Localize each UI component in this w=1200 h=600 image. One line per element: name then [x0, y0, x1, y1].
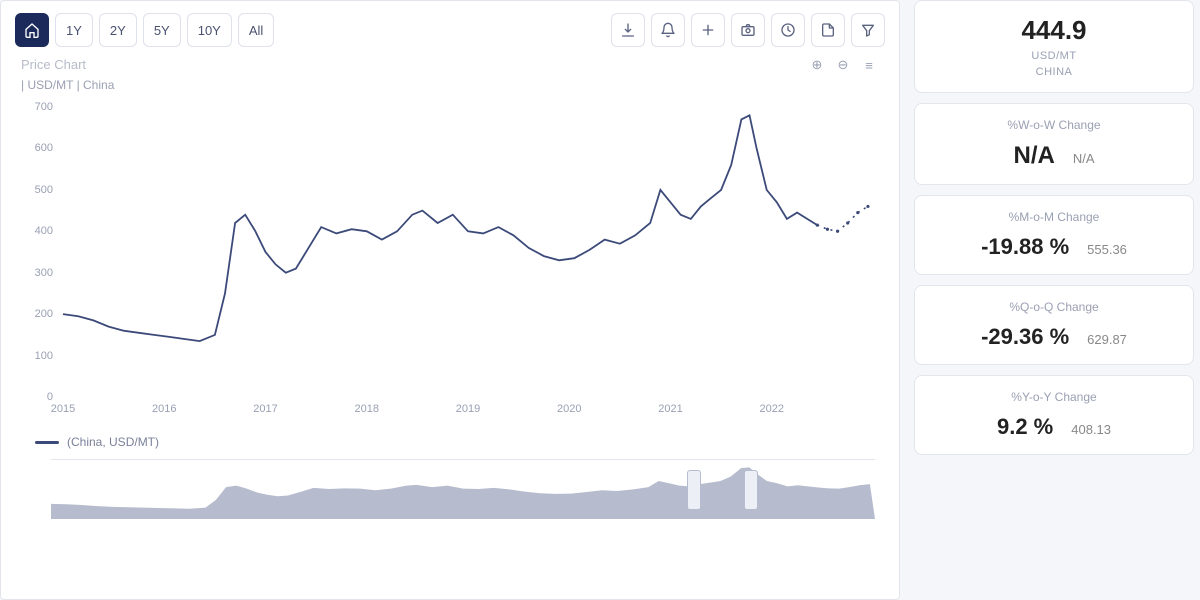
home-icon	[24, 22, 40, 38]
toolbar-row: 1Y2Y5Y10YAll	[15, 11, 885, 49]
price-line-forecast	[817, 206, 868, 231]
y-tick: 300	[15, 267, 53, 279]
change-secondary-value: 408.13	[1071, 422, 1111, 437]
change-main-value: -29.36 %	[981, 324, 1069, 350]
clock-icon	[780, 22, 796, 38]
range-button-group: 1Y2Y5Y10YAll	[15, 13, 274, 47]
change-label: %Y-o-Y Change	[925, 390, 1183, 404]
bell-icon	[660, 22, 676, 38]
plus-icon	[700, 22, 716, 38]
camera-button[interactable]	[731, 13, 765, 47]
y-tick: 600	[15, 142, 53, 154]
range-button-2y[interactable]: 2Y	[99, 13, 137, 47]
range-button-all[interactable]: All	[238, 13, 274, 47]
y-tick: 200	[15, 308, 53, 320]
change-main-value: N/A	[1013, 142, 1054, 170]
filter-button[interactable]	[851, 13, 885, 47]
range-button-1y[interactable]: 1Y	[55, 13, 93, 47]
y-tick: 500	[15, 184, 53, 196]
clock-button[interactable]	[771, 13, 805, 47]
download-icon	[620, 22, 636, 38]
chart-plot[interactable]	[63, 107, 873, 397]
download-button[interactable]	[611, 13, 645, 47]
main-chart-panel: 1Y2Y5Y10YAll Price Chart | USD/MT | Chin…	[0, 0, 900, 600]
range-button-10y[interactable]: 10Y	[187, 13, 232, 47]
change-secondary-value: N/A	[1073, 151, 1095, 166]
change-label: %W-o-W Change	[925, 118, 1183, 132]
price-line-solid	[63, 115, 817, 341]
y-axis: 0100200300400500600700	[15, 107, 57, 397]
subtitle-line1: Price Chart	[21, 57, 885, 72]
subtitle-line2: | USD/MT | China	[21, 78, 885, 92]
change-main-value: 9.2 %	[997, 414, 1053, 440]
zoom-out-icon[interactable]: ⊖	[835, 57, 851, 73]
x-tick: 2019	[456, 403, 480, 415]
legend-swatch	[35, 441, 59, 444]
side-panel: 444.9 USD/MT CHINA %W-o-W Change N/A N/A %M…	[914, 0, 1194, 600]
chart-subtitle: Price Chart | USD/MT | China	[15, 49, 885, 103]
change-card-3: %Y-o-Y Change 9.2 % 408.13	[914, 375, 1194, 455]
change-card-2: %Q-o-Q Change -29.36 % 629.87	[914, 285, 1194, 365]
y-tick: 700	[15, 101, 53, 113]
y-tick: 100	[15, 350, 53, 362]
chart-navigator[interactable]	[51, 459, 875, 519]
y-tick: 400	[15, 225, 53, 237]
x-tick: 2020	[557, 403, 581, 415]
navigator-handle-right[interactable]	[744, 470, 758, 510]
bell-button[interactable]	[651, 13, 685, 47]
plus-button[interactable]	[691, 13, 725, 47]
change-main-value: -19.88 %	[981, 234, 1069, 260]
change-card-0: %W-o-W Change N/A N/A	[914, 103, 1194, 185]
menu-icon[interactable]: ≡	[861, 57, 877, 73]
x-axis: 20152016201720182019202020212022	[63, 403, 873, 423]
chart-mini-tools: ⊕ ⊖ ≡	[809, 57, 877, 73]
current-price: 444.9	[925, 15, 1183, 46]
chart-legend: (China, USD/MT)	[35, 435, 885, 449]
change-secondary-value: 555.36	[1087, 242, 1127, 257]
price-unit: USD/MT	[925, 50, 1183, 62]
x-tick: 2018	[355, 403, 379, 415]
price-region: CHINA	[925, 66, 1183, 78]
chart-area: 0100200300400500600700 20152016201720182…	[15, 107, 877, 427]
navigator-handle-left[interactable]	[687, 470, 701, 510]
filter-icon	[860, 22, 876, 38]
home-button[interactable]	[15, 13, 49, 47]
tool-button-group	[611, 13, 885, 47]
change-secondary-value: 629.87	[1087, 332, 1127, 347]
y-tick: 0	[15, 391, 53, 403]
change-label: %M-o-M Change	[925, 210, 1183, 224]
doc-icon	[820, 22, 836, 38]
change-label: %Q-o-Q Change	[925, 300, 1183, 314]
x-tick: 2022	[760, 403, 784, 415]
camera-icon	[740, 22, 756, 38]
x-tick: 2016	[152, 403, 176, 415]
legend-label: (China, USD/MT)	[67, 435, 159, 449]
x-tick: 2017	[253, 403, 277, 415]
price-summary-card: 444.9 USD/MT CHINA	[914, 0, 1194, 93]
x-tick: 2021	[658, 403, 682, 415]
change-card-1: %M-o-M Change -19.88 % 555.36	[914, 195, 1194, 275]
doc-button[interactable]	[811, 13, 845, 47]
range-button-5y[interactable]: 5Y	[143, 13, 181, 47]
zoom-in-icon[interactable]: ⊕	[809, 57, 825, 73]
x-tick: 2015	[51, 403, 75, 415]
